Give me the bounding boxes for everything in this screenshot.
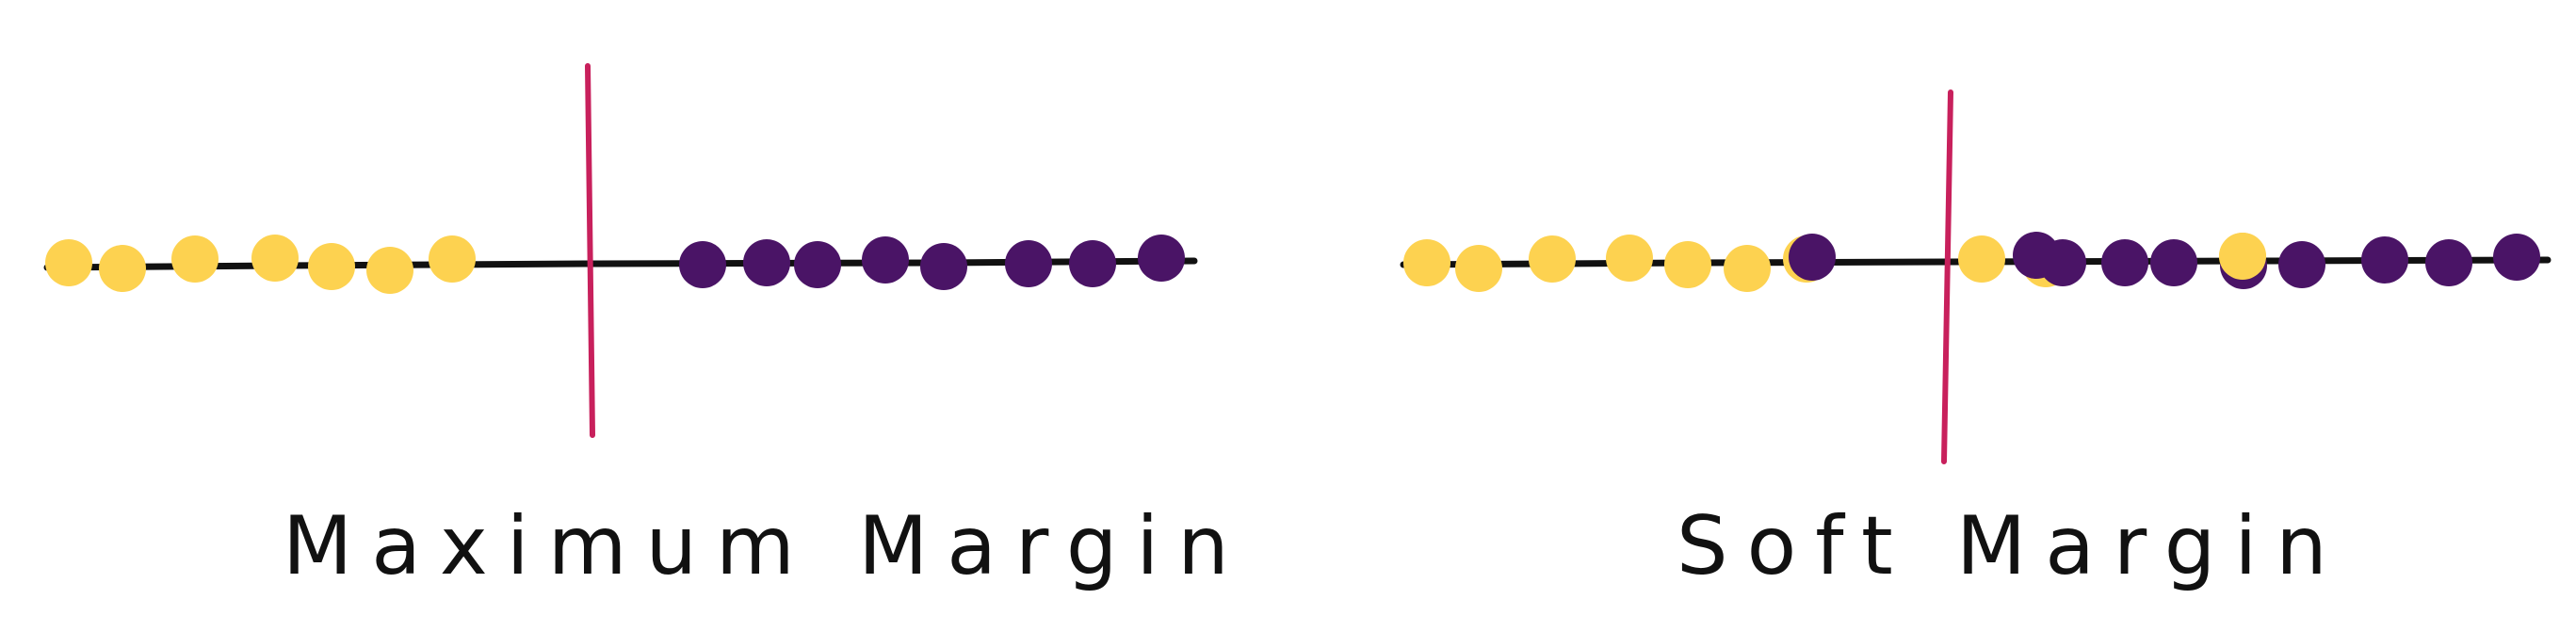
soft-margin-separator-line bbox=[1941, 89, 1953, 464]
purple-point bbox=[2101, 239, 2148, 286]
yellow-point bbox=[1664, 241, 1711, 288]
yellow-point bbox=[1724, 245, 1771, 292]
soft-margin-panel bbox=[1400, 89, 2552, 464]
yellow-point bbox=[1606, 235, 1653, 282]
yellow-point bbox=[366, 247, 413, 294]
yellow-point bbox=[1958, 235, 2005, 283]
purple-point bbox=[2150, 239, 2197, 286]
purple-point bbox=[2493, 234, 2540, 281]
soft-margin-title: Soft Margin bbox=[1677, 499, 2346, 593]
yellow-point bbox=[171, 235, 219, 283]
yellow-point bbox=[1529, 235, 1576, 283]
yellow-point bbox=[1455, 245, 1502, 292]
purple-point bbox=[743, 239, 790, 286]
purple-point bbox=[2278, 241, 2325, 288]
purple-point bbox=[1069, 240, 1116, 287]
yellow-point bbox=[45, 239, 92, 286]
purple-point bbox=[2361, 236, 2408, 284]
purple-point bbox=[1789, 234, 1836, 281]
yellow-point bbox=[1403, 239, 1450, 286]
yellow-point bbox=[251, 235, 299, 282]
purple-point bbox=[2039, 239, 2086, 286]
yellow-point bbox=[429, 235, 476, 283]
maximum-margin-title: Maximum Margin bbox=[283, 499, 1248, 593]
yellow-point bbox=[99, 245, 146, 292]
purple-point bbox=[679, 241, 726, 288]
purple-point bbox=[1005, 240, 1052, 287]
yellow-point bbox=[308, 243, 355, 290]
yellow-point bbox=[2219, 233, 2266, 280]
purple-point bbox=[2425, 239, 2472, 286]
purple-point bbox=[1138, 235, 1185, 282]
margin-separator-line bbox=[585, 63, 595, 438]
maximum-margin-panel bbox=[43, 63, 1198, 438]
purple-point bbox=[920, 243, 967, 290]
purple-point bbox=[862, 236, 909, 284]
purple-point bbox=[794, 241, 841, 288]
